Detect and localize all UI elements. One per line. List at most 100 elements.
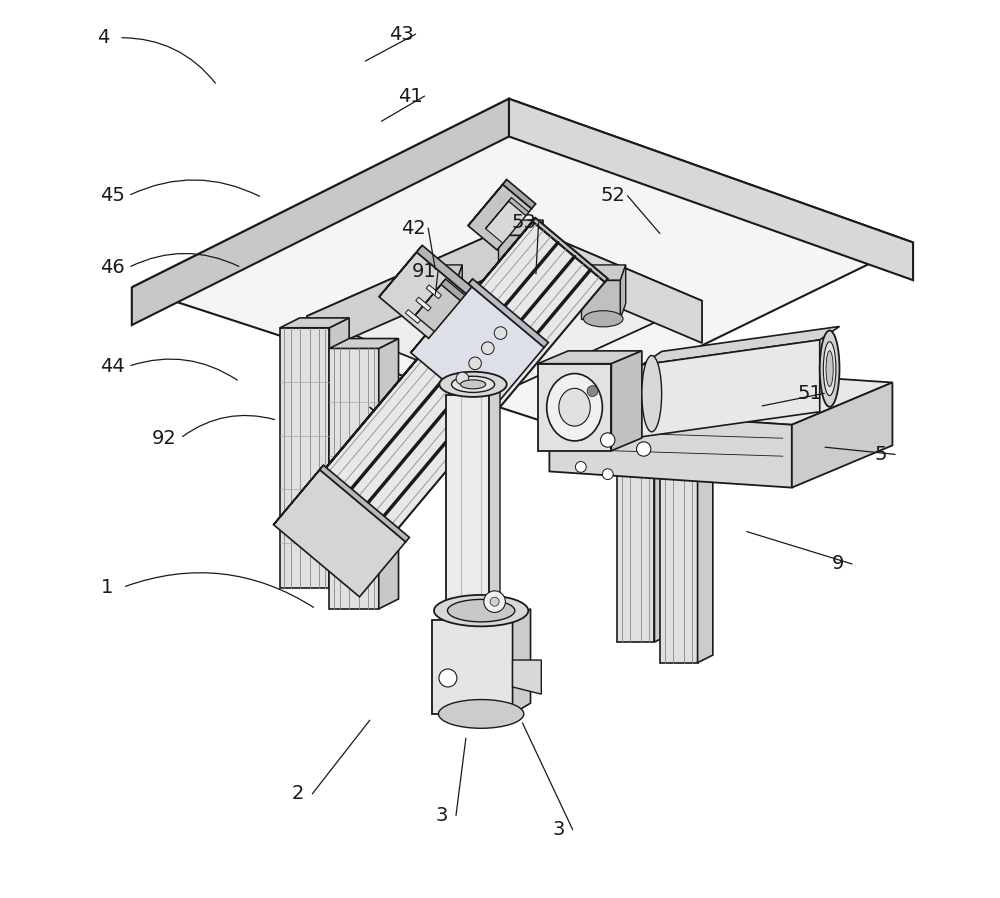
Polygon shape <box>329 348 379 609</box>
Ellipse shape <box>438 700 524 728</box>
Polygon shape <box>509 198 529 216</box>
Polygon shape <box>293 222 605 568</box>
Polygon shape <box>581 265 626 280</box>
Polygon shape <box>405 310 421 323</box>
Polygon shape <box>538 351 642 364</box>
Ellipse shape <box>826 351 833 387</box>
Polygon shape <box>379 245 422 297</box>
Polygon shape <box>518 223 702 343</box>
Ellipse shape <box>820 330 839 407</box>
Text: 92: 92 <box>152 428 177 448</box>
Circle shape <box>601 433 615 447</box>
Polygon shape <box>132 99 509 325</box>
Polygon shape <box>498 235 538 274</box>
Polygon shape <box>654 399 670 642</box>
Polygon shape <box>468 184 532 250</box>
Ellipse shape <box>547 374 602 441</box>
Polygon shape <box>620 265 626 319</box>
Text: 42: 42 <box>401 218 426 238</box>
Polygon shape <box>441 279 465 301</box>
Polygon shape <box>274 465 323 524</box>
Text: 5: 5 <box>875 445 887 464</box>
Circle shape <box>469 357 481 370</box>
Polygon shape <box>329 318 349 588</box>
Text: 9: 9 <box>831 554 844 574</box>
Polygon shape <box>329 339 399 348</box>
Ellipse shape <box>434 595 528 627</box>
Circle shape <box>574 426 588 440</box>
Polygon shape <box>513 609 531 714</box>
Text: 41: 41 <box>398 86 423 106</box>
Text: 52: 52 <box>601 186 626 206</box>
Polygon shape <box>293 218 536 507</box>
Ellipse shape <box>439 372 507 397</box>
Text: 3: 3 <box>435 806 448 825</box>
Text: 91: 91 <box>411 261 436 281</box>
Text: 53: 53 <box>512 213 537 233</box>
Ellipse shape <box>447 600 515 621</box>
Polygon shape <box>468 279 548 348</box>
Polygon shape <box>415 285 460 331</box>
Polygon shape <box>498 220 543 235</box>
Polygon shape <box>417 265 462 280</box>
Polygon shape <box>307 223 518 357</box>
Polygon shape <box>509 99 913 280</box>
Polygon shape <box>513 660 541 694</box>
Polygon shape <box>468 180 507 225</box>
Polygon shape <box>446 395 489 620</box>
Polygon shape <box>538 220 543 274</box>
Polygon shape <box>417 280 457 319</box>
Polygon shape <box>426 285 441 299</box>
Ellipse shape <box>823 342 836 396</box>
Text: 1: 1 <box>100 577 113 597</box>
Polygon shape <box>411 284 544 416</box>
Polygon shape <box>642 340 820 436</box>
Polygon shape <box>486 201 526 243</box>
Polygon shape <box>611 351 642 451</box>
Polygon shape <box>274 470 406 597</box>
Circle shape <box>602 469 613 480</box>
Polygon shape <box>132 99 913 422</box>
Ellipse shape <box>460 380 486 389</box>
Polygon shape <box>457 265 462 319</box>
Ellipse shape <box>420 311 460 327</box>
Polygon shape <box>533 218 608 282</box>
Polygon shape <box>432 620 513 714</box>
Polygon shape <box>792 383 892 488</box>
Polygon shape <box>549 409 792 488</box>
Text: 45: 45 <box>100 186 125 206</box>
Polygon shape <box>642 327 839 365</box>
Polygon shape <box>538 364 611 451</box>
Polygon shape <box>660 427 698 663</box>
Polygon shape <box>417 245 472 294</box>
Ellipse shape <box>642 356 662 432</box>
Polygon shape <box>418 350 497 418</box>
Polygon shape <box>280 328 329 588</box>
Polygon shape <box>698 418 713 663</box>
Polygon shape <box>486 198 512 229</box>
Ellipse shape <box>452 376 495 392</box>
Ellipse shape <box>584 311 623 327</box>
Circle shape <box>636 442 651 456</box>
Text: 43: 43 <box>389 24 414 44</box>
Ellipse shape <box>501 266 540 282</box>
Polygon shape <box>617 406 654 642</box>
Text: 46: 46 <box>100 258 124 277</box>
Circle shape <box>482 342 494 355</box>
Polygon shape <box>307 223 702 393</box>
Polygon shape <box>416 297 431 311</box>
Polygon shape <box>379 252 466 339</box>
Text: 2: 2 <box>292 784 304 804</box>
Polygon shape <box>320 465 409 541</box>
Polygon shape <box>411 279 473 353</box>
Polygon shape <box>503 180 536 208</box>
Polygon shape <box>660 418 713 427</box>
Circle shape <box>575 462 586 472</box>
Polygon shape <box>415 279 446 315</box>
Polygon shape <box>617 399 670 406</box>
Circle shape <box>439 669 457 687</box>
Circle shape <box>456 372 469 384</box>
Text: 4: 4 <box>97 28 109 48</box>
Ellipse shape <box>559 388 590 427</box>
Circle shape <box>484 591 505 612</box>
